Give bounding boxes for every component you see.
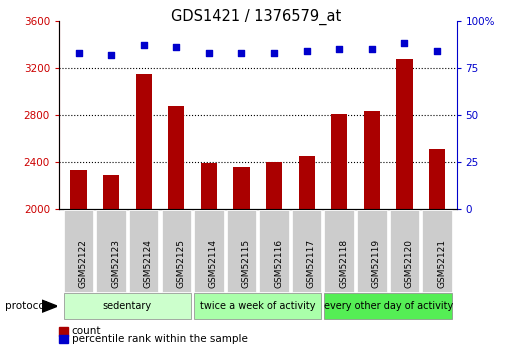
Text: GSM52118: GSM52118 (339, 239, 348, 288)
Text: GSM52121: GSM52121 (437, 239, 446, 288)
Point (140, 42, 148, 48)
Text: twice a week of activity: twice a week of activity (200, 301, 315, 311)
Polygon shape (42, 300, 57, 312)
Bar (364, 111, 380, 209)
Bar (331, 114, 347, 209)
Bar (103, 175, 120, 209)
Text: GSM52117: GSM52117 (307, 239, 315, 288)
Bar (201, 163, 217, 209)
Point (205, 50, 213, 56)
Text: sedentary: sedentary (103, 301, 152, 311)
Text: GSM52119: GSM52119 (372, 239, 381, 288)
Point (74, 50, 83, 56)
Point (368, 46, 376, 52)
Bar (299, 156, 315, 209)
Text: GSM52114: GSM52114 (209, 239, 218, 288)
Bar (135, 73, 152, 209)
Text: GSM52124: GSM52124 (144, 239, 153, 288)
Text: every other day of activity: every other day of activity (324, 301, 453, 311)
Text: GDS1421 / 1376579_at: GDS1421 / 1376579_at (171, 9, 342, 25)
Bar (429, 149, 445, 209)
Text: count: count (72, 326, 102, 336)
Text: GSM52115: GSM52115 (242, 239, 250, 288)
Bar (233, 167, 250, 209)
Bar (266, 162, 282, 209)
Point (107, 52, 115, 57)
Point (400, 40, 408, 46)
Point (238, 50, 246, 56)
Text: GSM52123: GSM52123 (111, 239, 120, 288)
Point (172, 44, 181, 50)
Text: percentile rank within the sample: percentile rank within the sample (72, 334, 248, 344)
Text: GSM52122: GSM52122 (78, 239, 88, 288)
Text: GSM52120: GSM52120 (404, 239, 413, 288)
Point (335, 46, 343, 52)
Bar (396, 59, 412, 209)
Point (303, 48, 311, 53)
Point (433, 48, 441, 53)
Bar (168, 107, 185, 209)
Bar (70, 170, 87, 209)
Text: GSM52116: GSM52116 (274, 239, 283, 288)
Point (270, 50, 278, 56)
Text: protocol: protocol (5, 301, 48, 311)
Text: GSM52125: GSM52125 (176, 239, 185, 288)
